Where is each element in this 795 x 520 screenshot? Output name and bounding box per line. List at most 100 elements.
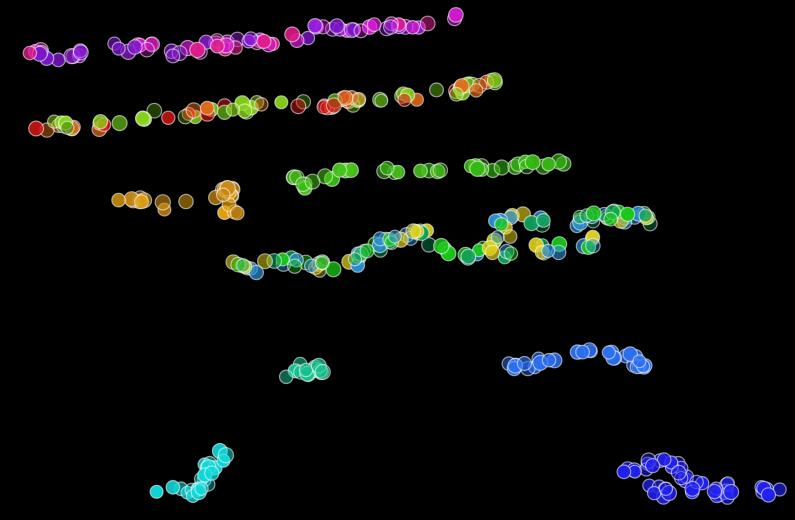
bubble bbox=[493, 159, 510, 176]
bubble bbox=[503, 246, 519, 261]
bubble bbox=[111, 114, 128, 132]
bubble bbox=[616, 464, 632, 480]
green-trail-upper bbox=[285, 153, 572, 196]
bubble bbox=[28, 120, 45, 137]
bubble bbox=[337, 89, 354, 106]
bubble bbox=[684, 480, 701, 497]
bubble bbox=[502, 229, 518, 244]
teal-small-cluster bbox=[278, 356, 331, 385]
orange-red-green-trail bbox=[28, 72, 503, 138]
magenta-violet-trail bbox=[22, 6, 464, 68]
bubble bbox=[493, 217, 509, 232]
bubble bbox=[453, 78, 470, 94]
bubble bbox=[284, 26, 301, 43]
bubble bbox=[274, 95, 289, 110]
bubble bbox=[601, 345, 616, 360]
bubble bbox=[230, 256, 246, 273]
bubble bbox=[204, 465, 220, 481]
bubble bbox=[127, 39, 143, 55]
bubble bbox=[469, 160, 486, 177]
bubble bbox=[706, 483, 723, 500]
bubble bbox=[22, 45, 38, 61]
bubble bbox=[619, 206, 636, 222]
bubble bbox=[353, 23, 369, 39]
deep-blue-bottom-right bbox=[616, 452, 787, 505]
bubble bbox=[516, 355, 533, 372]
bubble bbox=[288, 252, 304, 268]
bubble bbox=[347, 252, 362, 267]
bubble bbox=[178, 193, 194, 210]
bubble bbox=[243, 31, 259, 47]
bubble bbox=[658, 481, 674, 496]
bubble bbox=[72, 44, 89, 61]
bubble bbox=[432, 162, 449, 178]
bubble bbox=[603, 211, 619, 227]
bubble bbox=[314, 363, 331, 381]
bubble bbox=[189, 41, 206, 59]
bubble bbox=[541, 243, 556, 258]
bubble bbox=[307, 17, 323, 34]
bubble bbox=[177, 108, 193, 125]
bubble bbox=[165, 48, 181, 64]
bubble bbox=[256, 33, 272, 50]
bubble bbox=[585, 237, 601, 254]
cyan-bottom-left bbox=[149, 442, 235, 504]
bubble bbox=[405, 19, 420, 35]
bubble bbox=[165, 479, 181, 495]
bubble bbox=[225, 102, 240, 117]
green-yellow-blue-trail bbox=[225, 203, 658, 281]
bubble bbox=[468, 83, 484, 98]
bubble bbox=[325, 97, 342, 114]
bubble bbox=[638, 208, 653, 223]
bubble bbox=[287, 258, 303, 274]
bubble bbox=[351, 92, 367, 107]
bubble bbox=[413, 163, 428, 179]
bubble bbox=[541, 156, 556, 172]
bubble bbox=[194, 481, 209, 496]
bubble bbox=[448, 6, 464, 23]
bubble bbox=[374, 93, 389, 108]
bubble bbox=[217, 447, 235, 464]
bubble bbox=[304, 173, 321, 190]
bubble bbox=[405, 223, 422, 240]
bubble bbox=[134, 110, 151, 127]
bubble bbox=[278, 369, 294, 385]
bubble bbox=[298, 362, 314, 378]
bubble bbox=[722, 483, 740, 501]
bubble bbox=[585, 205, 602, 222]
bubble bbox=[484, 244, 501, 261]
bubble bbox=[149, 484, 164, 499]
bubble bbox=[229, 205, 245, 221]
bubble bbox=[111, 41, 126, 56]
bubble bbox=[449, 86, 464, 102]
bubble bbox=[433, 237, 450, 255]
bubble bbox=[632, 354, 647, 369]
bubble bbox=[644, 458, 661, 474]
bubble bbox=[199, 100, 215, 116]
bubble bbox=[92, 113, 109, 130]
bubble bbox=[295, 94, 312, 110]
bubble bbox=[379, 160, 395, 176]
bubble bbox=[419, 15, 436, 32]
blue-right-cluster bbox=[501, 342, 653, 377]
bubble bbox=[257, 253, 274, 270]
bubble bbox=[209, 38, 225, 54]
bubble bbox=[332, 162, 348, 178]
bubble bbox=[236, 258, 251, 273]
bubble bbox=[387, 229, 402, 244]
bubble bbox=[329, 18, 345, 34]
bubble bbox=[541, 352, 557, 368]
bubble bbox=[575, 344, 590, 360]
bubble bbox=[486, 72, 503, 88]
bubble bbox=[536, 212, 551, 228]
bubble bbox=[383, 19, 399, 35]
bubble bbox=[429, 82, 445, 98]
bubble bbox=[111, 192, 126, 208]
bubble bbox=[760, 487, 777, 503]
bubble bbox=[460, 248, 477, 265]
bubble bbox=[154, 194, 171, 211]
bubble bbox=[216, 187, 231, 203]
bubble bbox=[134, 194, 150, 210]
